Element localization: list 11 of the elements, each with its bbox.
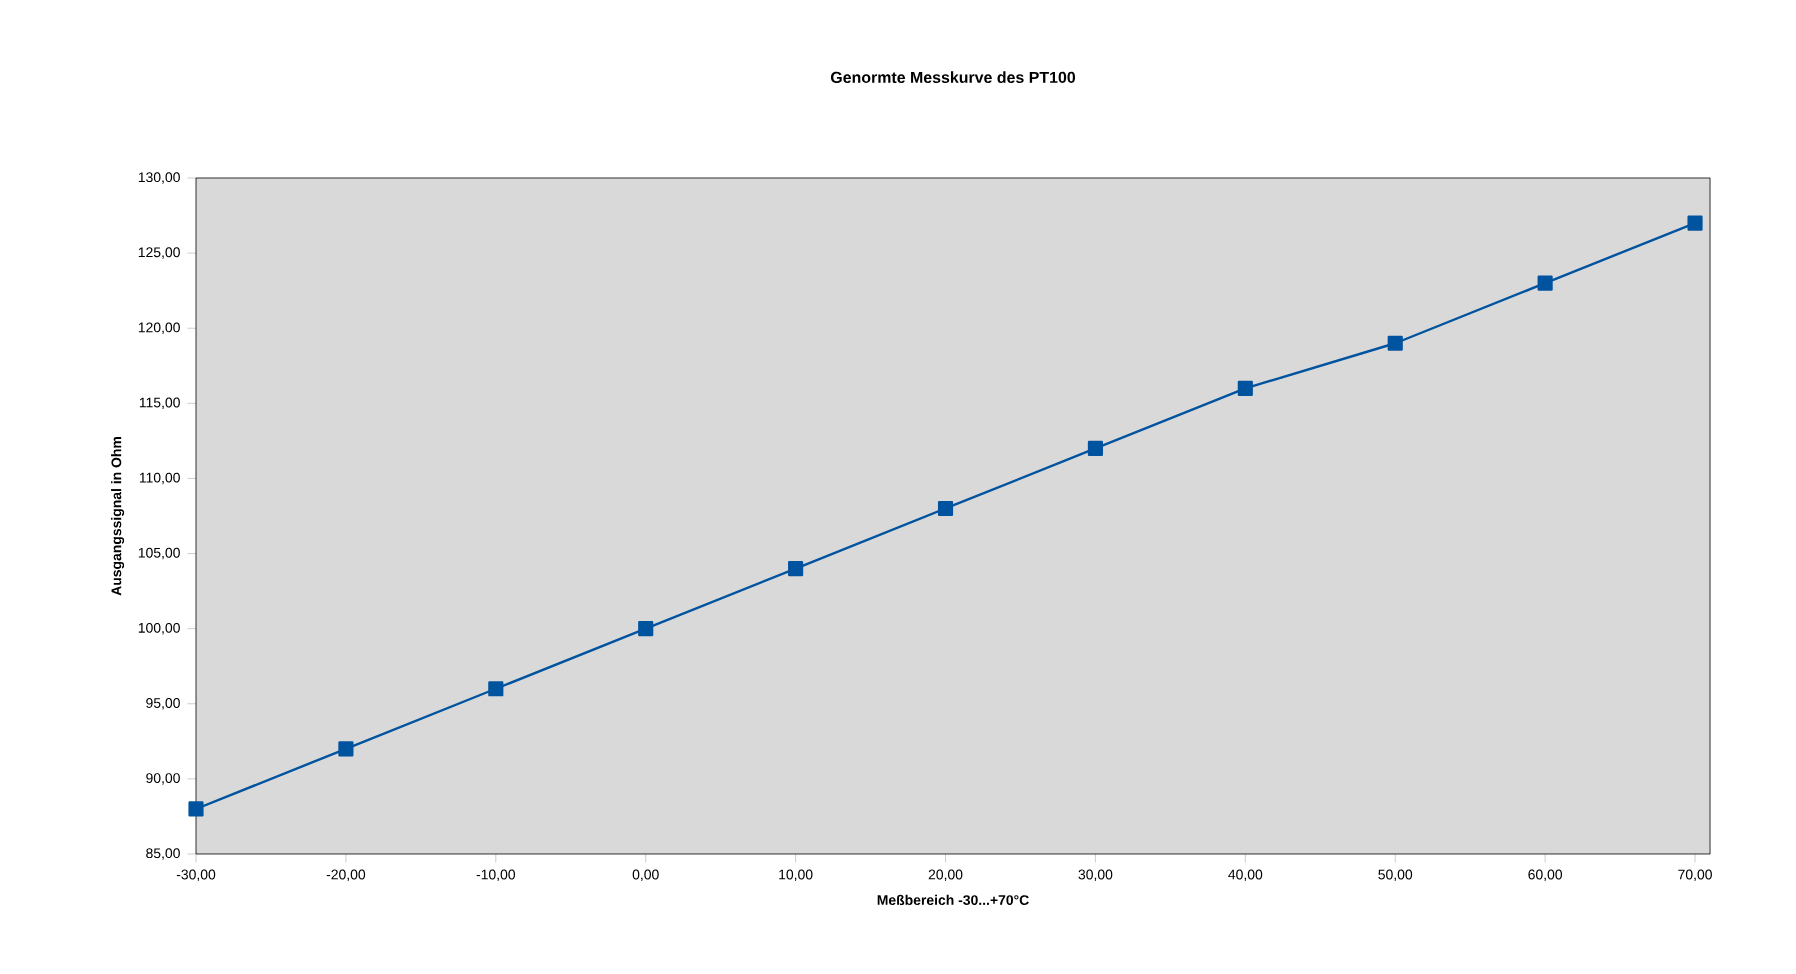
point (488, 681, 504, 697)
point (188, 801, 204, 817)
point (638, 621, 654, 637)
point (937, 500, 954, 517)
point (1537, 275, 1553, 291)
point (1087, 440, 1103, 456)
point (1387, 335, 1403, 351)
point (788, 561, 804, 577)
point (338, 741, 354, 757)
point (1237, 380, 1253, 396)
point (1687, 215, 1703, 231)
